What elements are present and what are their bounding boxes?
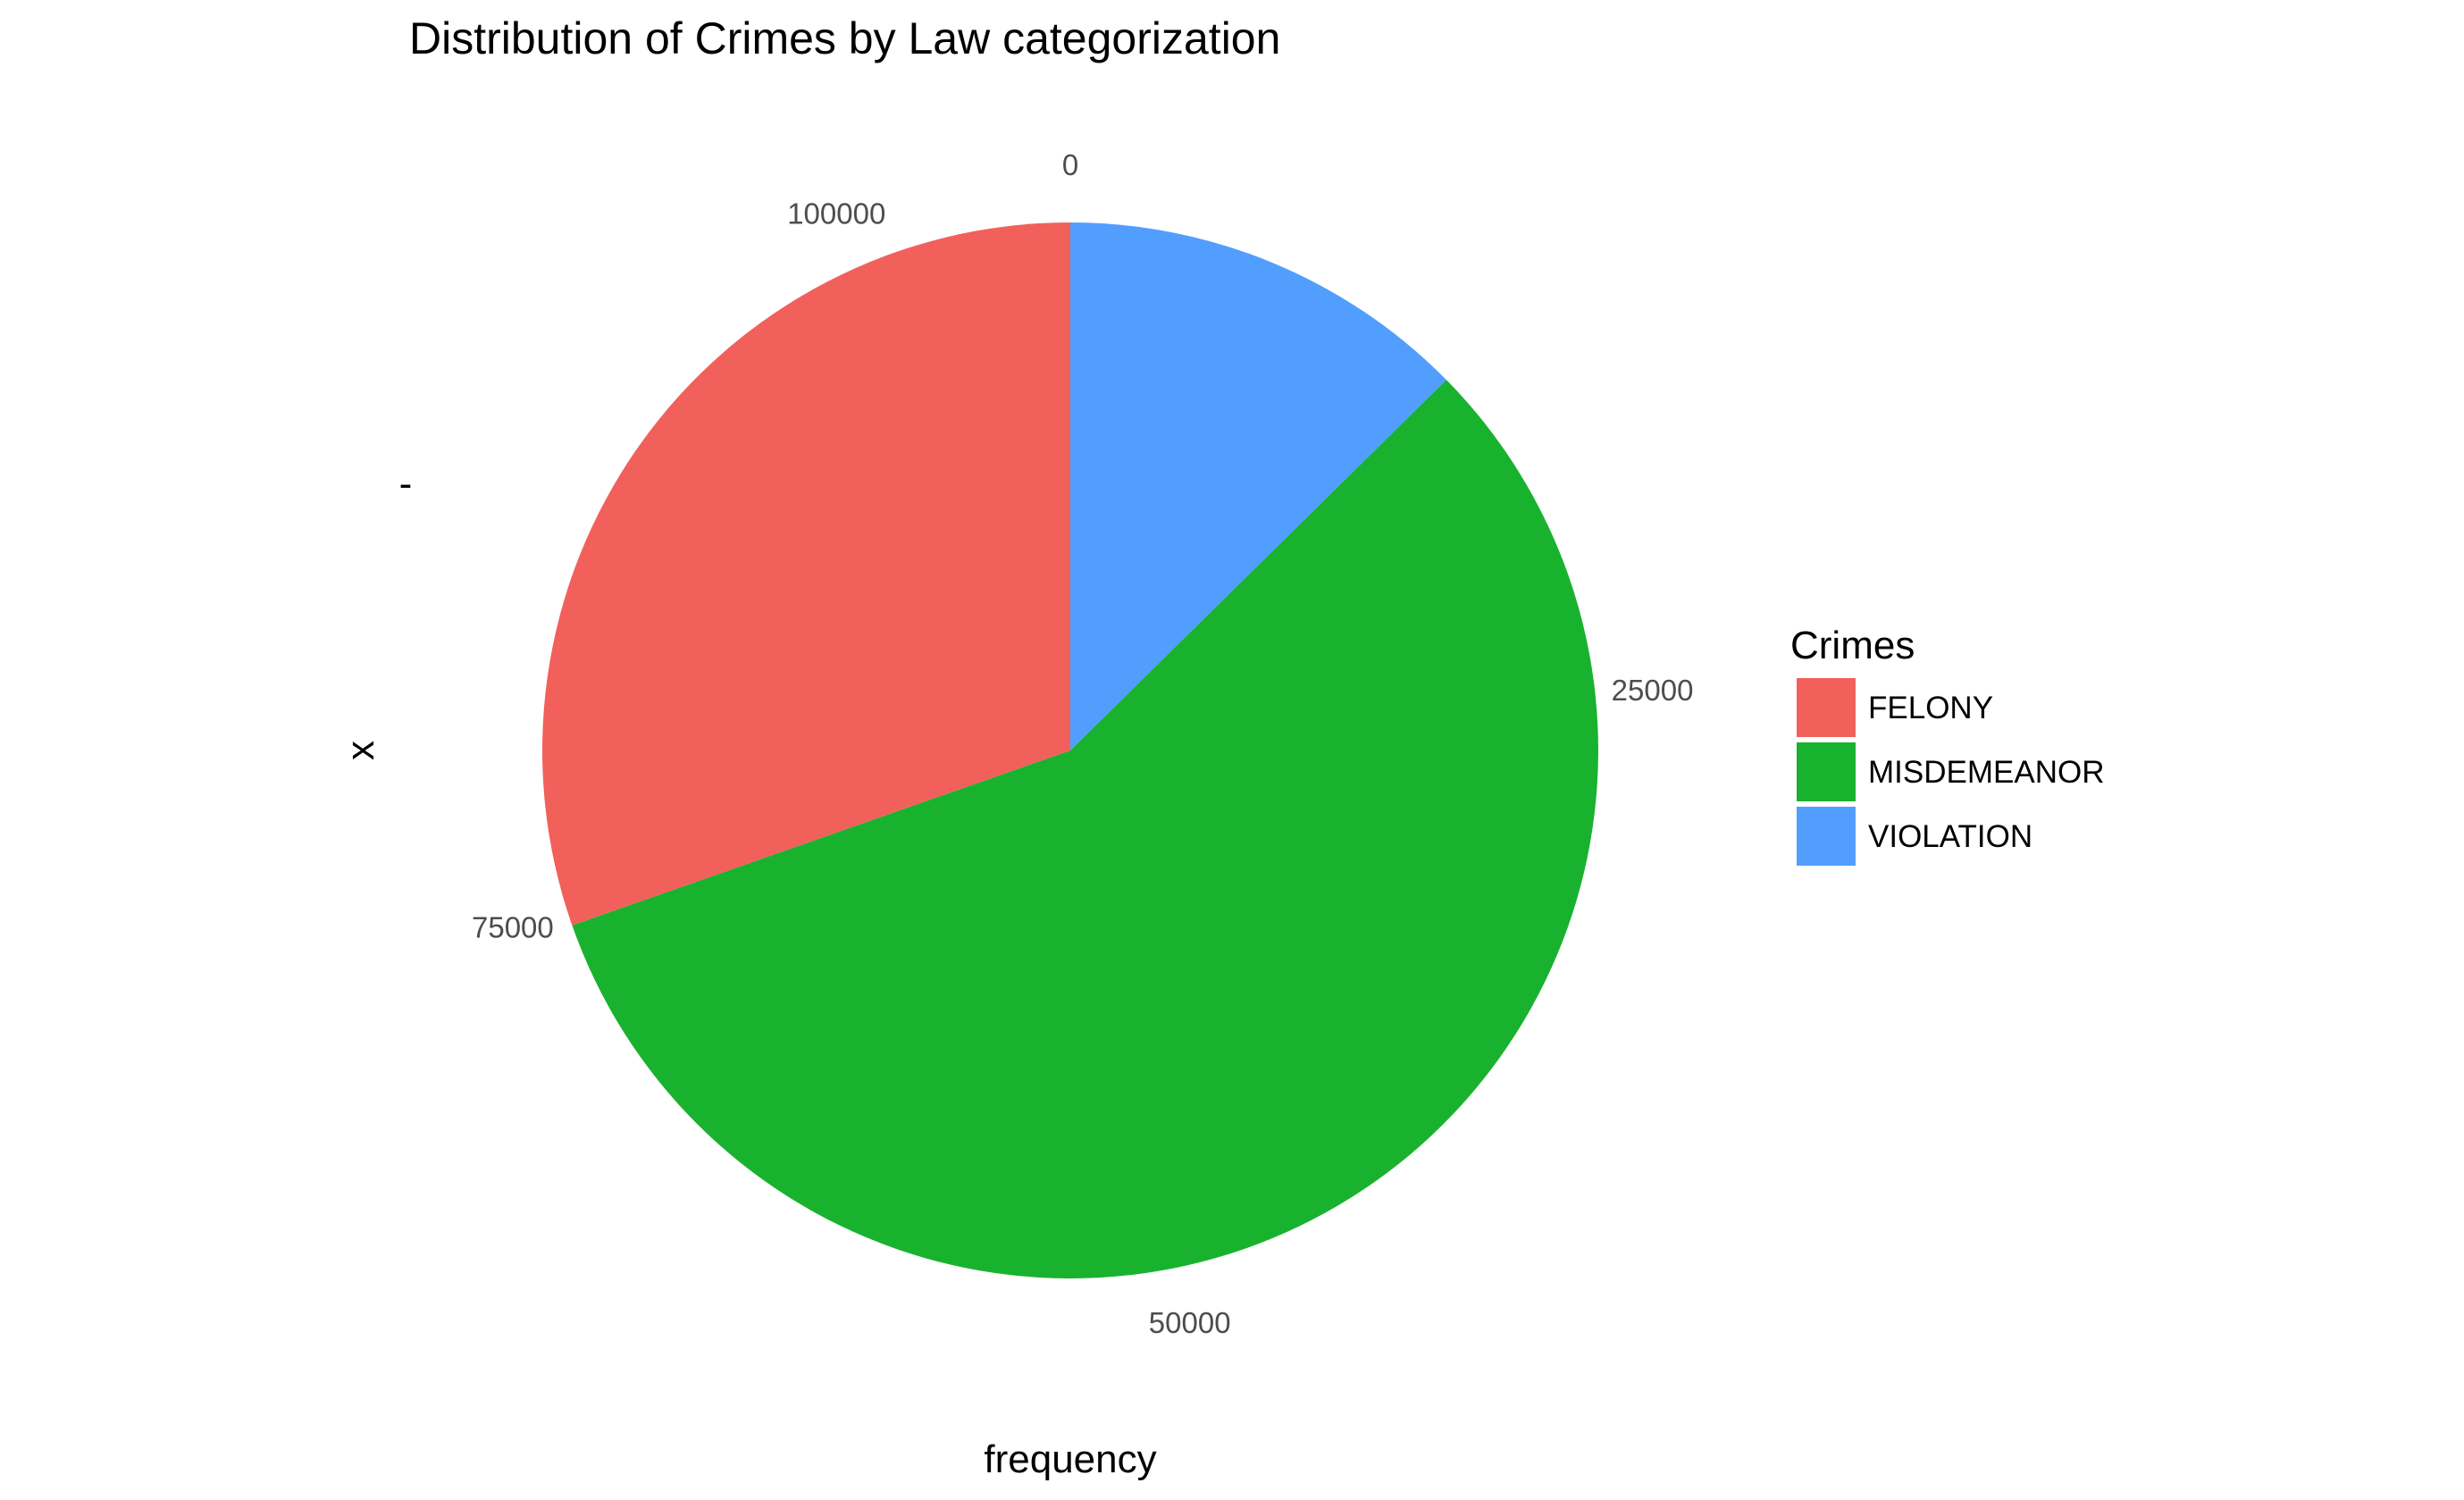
pie-slice-misdemeanor <box>572 380 1598 1278</box>
legend-label-misdemeanor: MISDEMEANOR <box>1868 755 2104 790</box>
pie-slice-violation <box>1070 222 1446 750</box>
chart-title: Distribution of Crimes by Law categoriza… <box>409 13 1280 63</box>
angle-tick-labels: 0 25000 50000 75000 100000 <box>472 148 1693 1339</box>
angle-tick-75000: 75000 <box>472 911 554 944</box>
angle-tick-25000: 25000 <box>1612 674 1694 707</box>
legend-label-felony: FELONY <box>1868 691 1993 725</box>
angle-tick-0: 0 <box>1062 148 1078 181</box>
legend-key-misdemeanor <box>1797 742 1856 801</box>
angle-tick-50000: 50000 <box>1149 1306 1231 1339</box>
y-axis-tick-label: - <box>399 462 413 506</box>
pie-slices <box>542 222 1598 1278</box>
angle-tick-100000: 100000 <box>787 197 885 230</box>
legend-title: Crimes <box>1790 624 1915 667</box>
legend-key-violation <box>1797 807 1856 866</box>
pie-slice-felony <box>542 222 1070 926</box>
legend: Crimes FELONY MISDEMEANOR VIOLATION <box>1790 624 2104 866</box>
y-axis-title: x <box>339 741 382 760</box>
legend-label-violation: VIOLATION <box>1868 819 2032 854</box>
legend-key-felony <box>1797 678 1856 737</box>
x-axis-title: frequency <box>984 1437 1156 1481</box>
